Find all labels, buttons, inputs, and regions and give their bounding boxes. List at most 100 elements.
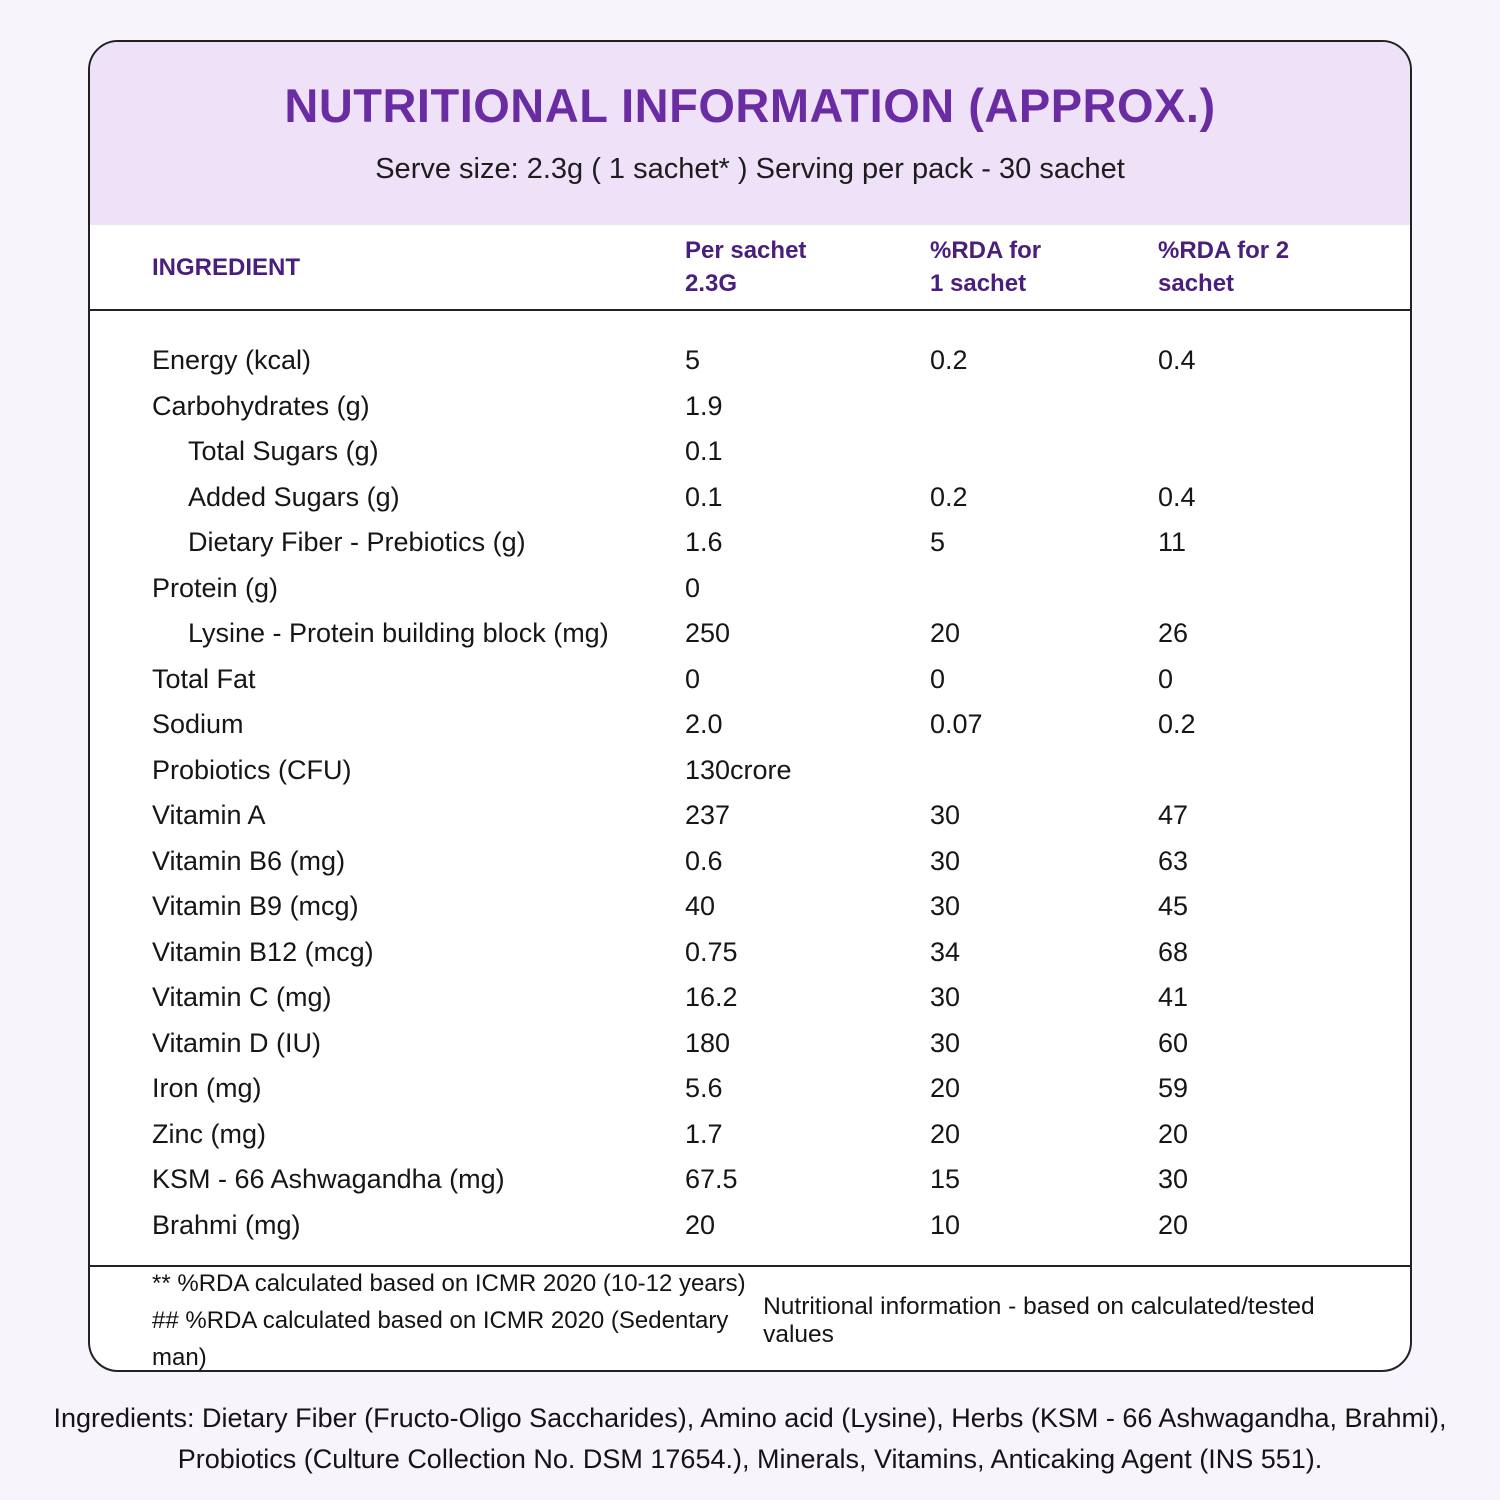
table-row: Sodium 2.0 0.07 0.2 <box>90 702 1410 748</box>
column-header-per-sachet: Per sachet 2.3G <box>685 234 930 300</box>
table-row: Vitamin C (mg) 16.2 30 41 <box>90 975 1410 1021</box>
rda-2-sachet-value: 20 <box>1158 1209 1189 1240</box>
per-sachet-value: 16.2 <box>685 982 738 1013</box>
per-sachet-value: 0 <box>685 663 701 694</box>
table-row: Brahmi (mg) 20 10 20 <box>90 1203 1410 1249</box>
rda-1-sachet-value: 30 <box>930 800 961 831</box>
footnote-1: ** %RDA calculated based on ICMR 2020 (1… <box>152 1270 746 1297</box>
per-sachet-value: 250 <box>685 618 731 649</box>
rda-2-sachet-value: 60 <box>1158 1027 1189 1058</box>
ingredient-name: Added Sugars (g) <box>188 481 400 512</box>
per-sachet-value: 0.1 <box>685 436 723 467</box>
rda-2-sachet-value: 0.2 <box>1158 709 1196 740</box>
page-title: NUTRITIONAL INFORMATION (APPROX.) <box>284 79 1216 132</box>
column-header-rda-1: %RDA for 1 sachet <box>930 234 1158 300</box>
per-sachet-value: 180 <box>685 1027 731 1058</box>
column-header-rda-2-line1: %RDA for 2 <box>1158 237 1290 264</box>
ingredient-name: Vitamin C (mg) <box>152 982 332 1013</box>
table-row: Carbohydrates (g) 1.9 <box>90 384 1410 430</box>
card-header-band: NUTRITIONAL INFORMATION (APPROX.) Serve … <box>90 42 1410 225</box>
rda-1-sachet-value: 30 <box>930 891 961 922</box>
per-sachet-value: 67.5 <box>685 1164 738 1195</box>
table-row: Vitamin D (IU) 180 30 60 <box>90 1021 1410 1067</box>
rda-2-sachet-value: 63 <box>1158 845 1189 876</box>
per-sachet-value: 0.6 <box>685 845 723 876</box>
table-row: Added Sugars (g) 0.1 0.2 0.4 <box>90 475 1410 521</box>
table-row: Probiotics (CFU) 130crore <box>90 748 1410 794</box>
ingredient-name: Vitamin B12 (mcg) <box>152 936 374 967</box>
rda-2-sachet-value: 41 <box>1158 982 1189 1013</box>
table-row: Iron (mg) 5.6 20 59 <box>90 1066 1410 1112</box>
column-header-rda-1-line1: %RDA for <box>930 237 1042 264</box>
table-header-row: INGREDIENT Per sachet 2.3G %RDA for 1 sa… <box>90 225 1410 311</box>
table-row: Dietary Fiber - Prebiotics (g) 1.6 5 11 <box>90 520 1410 566</box>
ingredient-name: Probiotics (CFU) <box>152 754 352 785</box>
ingredient-name: Sodium <box>152 709 244 740</box>
rda-2-sachet-value: 47 <box>1158 800 1189 831</box>
rda-2-sachet-value: 68 <box>1158 936 1189 967</box>
ingredient-name: Iron (mg) <box>152 1073 262 1104</box>
ingredient-name: Brahmi (mg) <box>152 1209 301 1240</box>
per-sachet-value: 20 <box>685 1209 716 1240</box>
rda-1-sachet-value: 10 <box>930 1209 961 1240</box>
rda-1-sachet-value: 30 <box>930 845 961 876</box>
rda-1-sachet-value: 30 <box>930 982 961 1013</box>
serving-info: Serve size: 2.3g ( 1 sachet* ) Serving p… <box>375 153 1125 185</box>
table-row: Vitamin B6 (mg) 0.6 30 63 <box>90 839 1410 885</box>
per-sachet-value: 5.6 <box>685 1073 723 1104</box>
per-sachet-value: 130crore <box>685 754 792 785</box>
ingredient-name: Protein (g) <box>152 572 279 603</box>
table-row: Zinc (mg) 1.7 20 20 <box>90 1112 1410 1158</box>
rda-2-sachet-value: 26 <box>1158 618 1189 649</box>
ingredient-name: Vitamin D (IU) <box>152 1027 322 1058</box>
rda-2-sachet-value: 11 <box>1158 527 1187 558</box>
nutrition-card: NUTRITIONAL INFORMATION (APPROX.) Serve … <box>88 40 1412 1372</box>
column-header-per-sachet-line1: Per sachet <box>685 237 807 264</box>
ingredient-name: Lysine - Protein building block (mg) <box>188 618 609 649</box>
per-sachet-value: 0.75 <box>685 936 738 967</box>
ingredients-list: Ingredients: Dietary Fiber (Fructo-Oligo… <box>53 1403 1447 1474</box>
ingredient-name: Vitamin A <box>152 800 266 831</box>
table-row: Energy (kcal) 5 0.2 0.4 <box>90 338 1410 384</box>
ingredient-name: Carbohydrates (g) <box>152 390 370 421</box>
per-sachet-value: 1.7 <box>685 1118 723 1149</box>
table-row: Vitamin B9 (mcg) 40 30 45 <box>90 884 1410 930</box>
per-sachet-value: 40 <box>685 891 716 922</box>
rda-footnotes: ** %RDA calculated based on ICMR 2020 (1… <box>152 1265 763 1371</box>
rda-1-sachet-value: 0.07 <box>930 709 983 740</box>
table-row: KSM - 66 Ashwagandha (mg) 67.5 15 30 <box>90 1157 1410 1203</box>
rda-1-sachet-value: 5 <box>930 527 946 558</box>
rda-1-sachet-value: 0.2 <box>930 481 968 512</box>
footnote-2: ## %RDA calculated based on ICMR 2020 (S… <box>152 1307 729 1371</box>
rda-1-sachet-value: 15 <box>930 1164 961 1195</box>
rda-2-sachet-value: 59 <box>1158 1073 1189 1104</box>
ingredient-name: KSM - 66 Ashwagandha (mg) <box>152 1164 505 1195</box>
per-sachet-value: 2.0 <box>685 709 723 740</box>
per-sachet-value: 1.6 <box>685 527 723 558</box>
table-body: Energy (kcal) 5 0.2 0.4 Carbohydrates (g) 1.9… <box>90 311 1410 1265</box>
rda-2-sachet-value: 0.4 <box>1158 345 1196 376</box>
column-header-rda-1-line2: 1 sachet <box>930 270 1027 297</box>
table-row: Vitamin B12 (mcg) 0.75 34 68 <box>90 930 1410 976</box>
calculated-values-note: Nutritional information - based on calcu… <box>763 1292 1315 1348</box>
per-sachet-value: 1.9 <box>685 390 723 421</box>
ingredient-name: Dietary Fiber - Prebiotics (g) <box>188 527 526 558</box>
table-row: Vitamin A 237 30 47 <box>90 793 1410 839</box>
table-row: Total Sugars (g) 0.1 <box>90 429 1410 475</box>
per-sachet-value: 0 <box>685 572 701 603</box>
table-row: Protein (g) 0 <box>90 566 1410 612</box>
rda-2-sachet-value: 0 <box>1158 663 1174 694</box>
per-sachet-value: 0.1 <box>685 481 723 512</box>
column-header-rda-2-line2: sachet <box>1158 270 1235 297</box>
ingredient-name: Total Fat <box>152 663 256 694</box>
column-header-rda-2: %RDA for 2 sachet <box>1158 234 1366 300</box>
rda-1-sachet-value: 34 <box>930 936 961 967</box>
ingredient-name: Zinc (mg) <box>152 1118 266 1149</box>
rda-2-sachet-value: 20 <box>1158 1118 1189 1149</box>
rda-1-sachet-value: 30 <box>930 1027 961 1058</box>
rda-2-sachet-value: 30 <box>1158 1164 1189 1195</box>
table-row: Total Fat 0 0 0 <box>90 657 1410 703</box>
table-row: Lysine - Protein building block (mg) 250 2… <box>90 611 1410 657</box>
ingredient-name: Energy (kcal) <box>152 345 312 376</box>
rda-1-sachet-value: 20 <box>930 618 961 649</box>
